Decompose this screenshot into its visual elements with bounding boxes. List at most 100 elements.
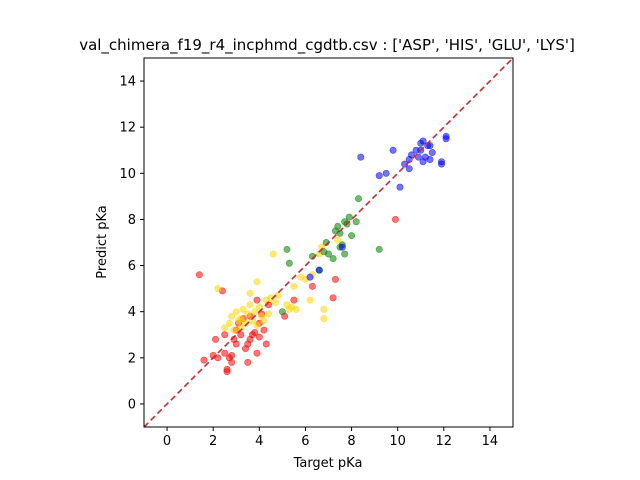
data-point	[438, 158, 446, 166]
data-point	[331, 275, 339, 283]
data-point	[428, 149, 436, 157]
data-point	[232, 308, 240, 316]
data-point	[408, 151, 416, 159]
x-tick-label: 0	[163, 434, 171, 449]
data-point	[320, 315, 328, 323]
y-tick-label: 10	[119, 167, 136, 182]
data-point	[244, 358, 252, 366]
data-point	[396, 183, 404, 191]
data-point	[290, 282, 298, 290]
data-point	[260, 317, 268, 325]
data-point	[221, 331, 229, 339]
x-tick-label: 6	[301, 434, 309, 449]
data-point	[214, 285, 222, 293]
data-point	[375, 172, 383, 180]
data-point	[329, 255, 337, 263]
data-point	[221, 324, 229, 332]
data-point	[405, 165, 413, 173]
x-tick-label: 4	[255, 434, 263, 449]
data-point	[345, 213, 353, 221]
data-point	[426, 155, 434, 163]
plot-frame	[143, 57, 514, 428]
plot-area: 0 2 4 6 8 10 12 14 0 2 4 6 8 10 12 14	[119, 57, 514, 449]
y-tick-label: 6	[128, 259, 136, 274]
data-point	[306, 273, 314, 281]
data-point	[228, 312, 236, 320]
data-point	[253, 278, 261, 286]
data-point	[228, 352, 236, 360]
y-tick-label: 0	[128, 397, 136, 412]
data-point	[237, 315, 245, 323]
data-point	[253, 322, 261, 330]
data-point	[244, 310, 252, 318]
data-point	[375, 245, 383, 253]
data-point	[414, 153, 422, 161]
data-point	[214, 354, 222, 362]
data-point	[352, 218, 360, 226]
data-point	[308, 282, 316, 290]
y-axis-label: Predict pKa	[95, 205, 110, 278]
data-point	[200, 356, 208, 364]
data-point	[338, 243, 346, 251]
data-point	[195, 271, 203, 279]
data-point	[230, 326, 238, 334]
data-point	[248, 331, 256, 339]
data-point	[329, 294, 337, 302]
x-tick-label: 10	[389, 434, 406, 449]
data-point	[255, 333, 263, 341]
x-axis-label: Target pKa	[293, 456, 363, 471]
data-point	[290, 296, 298, 304]
data-point	[382, 169, 390, 177]
data-point	[334, 236, 342, 244]
data-point	[237, 331, 245, 339]
y-tick-label: 14	[119, 75, 136, 90]
data-point	[354, 195, 362, 203]
data-point	[426, 142, 434, 150]
data-point	[211, 335, 219, 343]
x-tick-label: 8	[347, 434, 355, 449]
data-point	[228, 358, 236, 366]
data-point	[246, 301, 254, 309]
data-point	[246, 289, 254, 297]
data-point	[283, 245, 291, 253]
data-point	[334, 222, 342, 230]
data-point	[239, 305, 247, 313]
data-point	[225, 319, 233, 327]
data-point	[306, 296, 314, 304]
chart-title: val_chimera_f19_r4_incphmd_cgdtb.csv : […	[79, 36, 575, 55]
data-point	[269, 250, 277, 258]
data-point	[341, 250, 349, 258]
data-point	[271, 298, 279, 306]
data-point	[391, 215, 399, 223]
data-point	[251, 308, 259, 316]
reference-line	[143, 57, 514, 428]
data-point	[292, 305, 300, 313]
data-point	[255, 303, 263, 311]
data-point	[389, 146, 397, 154]
y-tick-label: 8	[128, 213, 136, 228]
y-tick-label: 2	[128, 351, 136, 366]
data-point	[253, 296, 261, 304]
data-point	[357, 153, 365, 161]
data-point	[232, 340, 240, 348]
data-point	[253, 349, 261, 357]
data-point	[442, 132, 450, 140]
data-point	[315, 266, 323, 274]
y-tick-label: 4	[128, 305, 136, 320]
data-point	[348, 232, 356, 240]
data-point	[320, 248, 328, 256]
data-point	[285, 259, 293, 267]
data-point	[223, 365, 231, 373]
y-tick-label: 12	[119, 121, 136, 136]
data-point	[320, 305, 328, 313]
x-tick-label: 12	[436, 434, 453, 449]
x-tick-label: 14	[482, 434, 499, 449]
data-point	[260, 326, 268, 334]
data-point	[419, 137, 427, 145]
x-tick-label: 2	[209, 434, 217, 449]
data-point	[278, 308, 286, 316]
data-point	[262, 340, 270, 348]
data-point	[221, 349, 229, 357]
data-point	[265, 310, 273, 318]
